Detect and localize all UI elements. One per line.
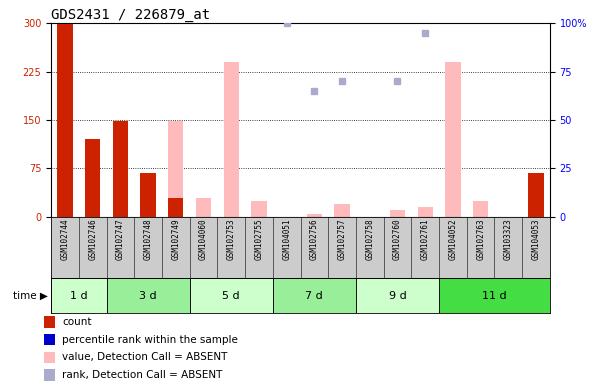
Text: GSM102757: GSM102757 <box>338 219 347 260</box>
Bar <box>51 278 106 313</box>
Text: GSM102760: GSM102760 <box>393 219 402 260</box>
Bar <box>85 139 100 217</box>
Text: 7 d: 7 d <box>305 291 323 301</box>
Text: GSM102748: GSM102748 <box>144 219 153 260</box>
Text: 5 d: 5 d <box>222 291 240 301</box>
Text: GSM102753: GSM102753 <box>227 219 236 260</box>
Text: 3 d: 3 d <box>139 291 157 301</box>
Text: GSM102746: GSM102746 <box>88 219 97 260</box>
Bar <box>334 204 350 217</box>
Bar <box>445 62 460 217</box>
Bar <box>251 201 267 217</box>
Text: GDS2431 / 226879_at: GDS2431 / 226879_at <box>51 8 210 22</box>
Bar <box>168 198 183 217</box>
Bar <box>196 198 211 217</box>
Bar <box>390 210 405 217</box>
Bar <box>44 369 55 381</box>
Bar <box>473 201 488 217</box>
Bar <box>106 278 190 313</box>
Bar <box>141 173 156 217</box>
Bar <box>418 207 433 217</box>
Bar <box>168 121 183 217</box>
Text: GSM104051: GSM104051 <box>282 219 291 260</box>
Text: GSM102747: GSM102747 <box>116 219 125 260</box>
Text: GSM102755: GSM102755 <box>254 219 263 260</box>
Text: GSM102756: GSM102756 <box>310 219 319 260</box>
Text: 9 d: 9 d <box>389 291 406 301</box>
Bar <box>190 278 273 313</box>
Text: value, Detection Call = ABSENT: value, Detection Call = ABSENT <box>62 353 227 362</box>
Text: time ▶: time ▶ <box>13 291 48 301</box>
Text: GSM103323: GSM103323 <box>504 219 513 260</box>
Bar <box>356 278 439 313</box>
Text: GSM104060: GSM104060 <box>199 219 208 260</box>
Bar <box>307 214 322 217</box>
Text: percentile rank within the sample: percentile rank within the sample <box>62 334 238 344</box>
Text: GSM102749: GSM102749 <box>171 219 180 260</box>
Bar <box>44 334 55 345</box>
Bar <box>224 62 239 217</box>
Bar <box>439 278 550 313</box>
Bar <box>528 173 544 217</box>
Bar <box>273 278 356 313</box>
Text: GSM104053: GSM104053 <box>531 219 540 260</box>
Text: rank, Detection Call = ABSENT: rank, Detection Call = ABSENT <box>62 370 222 380</box>
Bar <box>57 24 73 217</box>
Text: GSM104052: GSM104052 <box>448 219 457 260</box>
Text: count: count <box>62 317 91 327</box>
Text: GSM102763: GSM102763 <box>476 219 485 260</box>
Bar <box>44 352 55 363</box>
Bar <box>113 121 128 217</box>
Text: 1 d: 1 d <box>70 291 88 301</box>
Text: GSM102744: GSM102744 <box>61 219 70 260</box>
Text: GSM102758: GSM102758 <box>365 219 374 260</box>
Text: 11 d: 11 d <box>482 291 507 301</box>
Bar <box>44 316 55 328</box>
Text: GSM102761: GSM102761 <box>421 219 430 260</box>
